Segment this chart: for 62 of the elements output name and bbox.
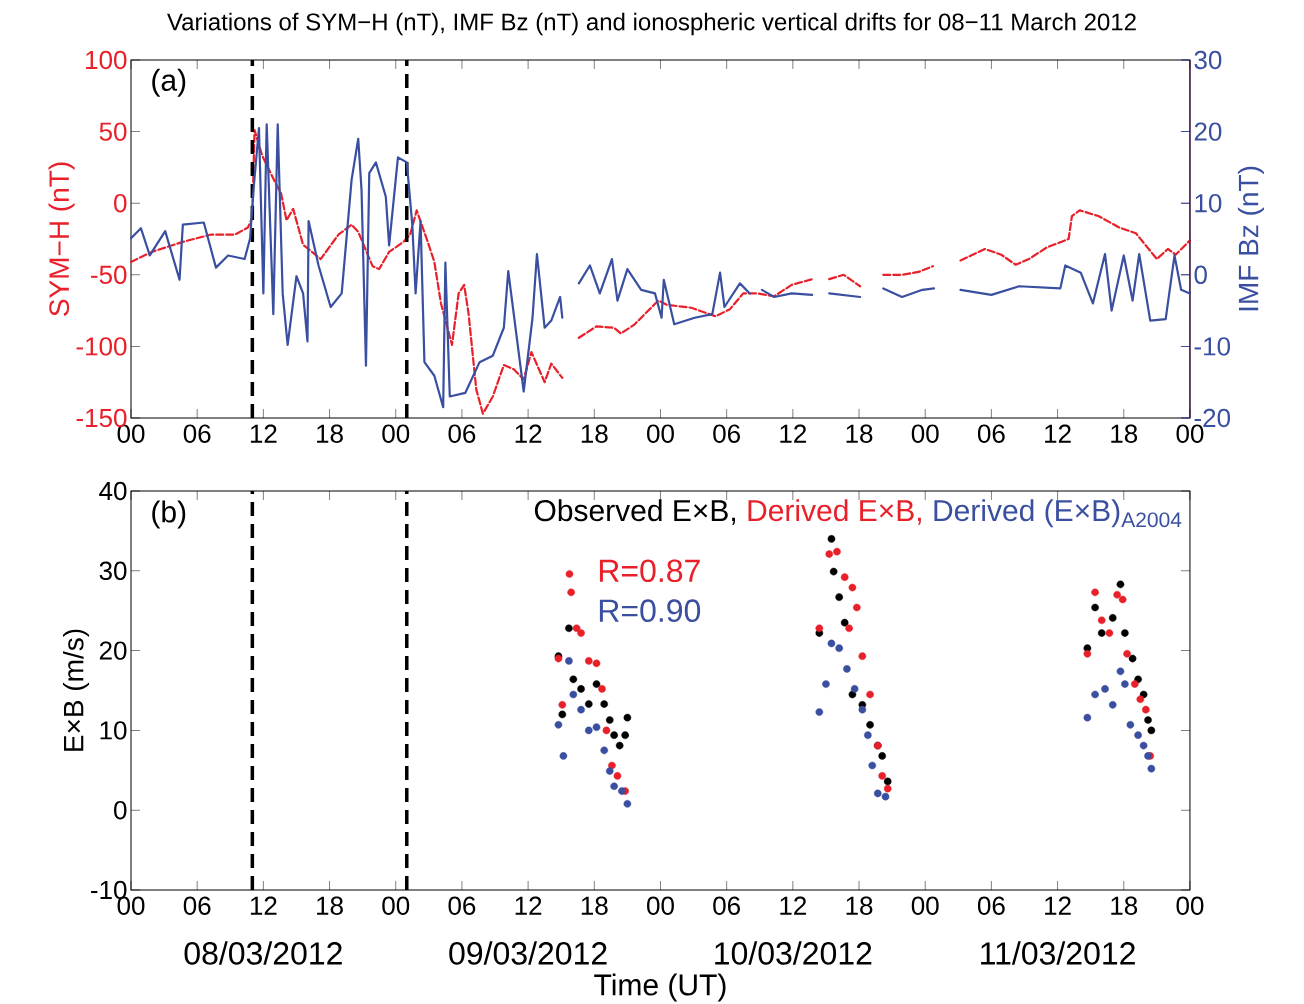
series-label: Derived E×B, xyxy=(748,499,921,525)
y-tick-label: 0 xyxy=(114,193,127,213)
x-tick-label: 18 xyxy=(1111,896,1138,915)
text: 09/03/2012 xyxy=(449,941,607,965)
x-tick-label: 06 xyxy=(713,896,740,915)
x-tick-label: 12 xyxy=(1045,424,1071,443)
y2-tick-label: -10 xyxy=(1194,337,1231,356)
x-tick-label: 00 xyxy=(382,896,410,915)
x-tick-label: 00 xyxy=(647,424,674,443)
x-tick-label: 06 xyxy=(977,424,1005,443)
text: 10/03/2012 xyxy=(715,941,872,965)
x-tick-label: 12 xyxy=(250,896,277,915)
x-tick-label: 12 xyxy=(515,896,542,915)
x-tick-label: 18 xyxy=(1111,424,1138,443)
x-axis-title: Time (UT) xyxy=(594,973,726,1002)
text: 11/03/2012 xyxy=(981,941,1135,965)
x-tick-label: 06 xyxy=(448,896,476,915)
y-tick-label: -100 xyxy=(76,337,127,356)
annotation: (a) xyxy=(152,68,186,97)
x-tick-label: 18 xyxy=(317,424,343,443)
x-tick-label: 12 xyxy=(780,896,806,915)
y-tick-label: 20 xyxy=(99,641,127,660)
x-tick-label: 00 xyxy=(647,896,674,915)
x-tick-label: 18 xyxy=(846,896,873,915)
x-tick-label: 12 xyxy=(1045,896,1071,915)
x-tick-label: 12 xyxy=(515,424,542,443)
x-tick-label: 18 xyxy=(581,424,608,443)
x-tick-label: 06 xyxy=(448,424,476,443)
x-tick-label: 00 xyxy=(911,424,939,443)
y2-tick-label: 0 xyxy=(1194,265,1207,284)
text: Derived (E×B)$_{A2004}$ xyxy=(934,499,1182,528)
x-tick-label: 00 xyxy=(382,424,410,443)
chart-title: Variations of SYM−H (nT), IMF Bz (nT) and ionospheric vertical drifts for 08−11 March 2012 xyxy=(167,12,1136,36)
text: 08/03/2012 xyxy=(184,941,342,965)
x-tick-label: 18 xyxy=(317,896,343,915)
y-tick-label: 0 xyxy=(114,800,127,820)
y-axis-title: SYM−H (nT) xyxy=(48,162,75,316)
x-tick-label: 12 xyxy=(250,424,277,443)
y-tick-label: -50 xyxy=(91,265,127,284)
y2-tick-label: 30 xyxy=(1194,50,1222,70)
y-tick-label: 30 xyxy=(99,561,127,580)
annotation: R=0.90 xyxy=(599,599,701,623)
annotation: (b) xyxy=(152,500,186,529)
y2-axis-title: IMF Bz (nT) xyxy=(1237,166,1264,311)
x-tick-label: 06 xyxy=(183,896,211,915)
y-tick-label: 50 xyxy=(99,122,127,141)
x-tick-label: 00 xyxy=(911,896,939,915)
x-tick-label: 06 xyxy=(977,896,1005,915)
y-tick-label: 40 xyxy=(99,481,127,501)
x-tick-label: 06 xyxy=(183,424,211,443)
y2-tick-label: 10 xyxy=(1195,193,1222,213)
text: Observed E×B, xyxy=(534,499,735,525)
x-tick-label: 12 xyxy=(780,424,806,443)
annotation: R=0.87 xyxy=(599,559,700,583)
y-tick-label: 10 xyxy=(100,721,127,740)
x-tick-label: 06 xyxy=(713,424,740,443)
y-tick-label: 100 xyxy=(86,50,127,70)
x-tick-label: 18 xyxy=(846,424,873,443)
y2-tick-label: 20 xyxy=(1194,122,1222,141)
x-tick-label: 00 xyxy=(1176,896,1204,915)
x-tick-label: 18 xyxy=(581,896,608,915)
y-axis-title: E×B (m/s) xyxy=(62,629,90,751)
